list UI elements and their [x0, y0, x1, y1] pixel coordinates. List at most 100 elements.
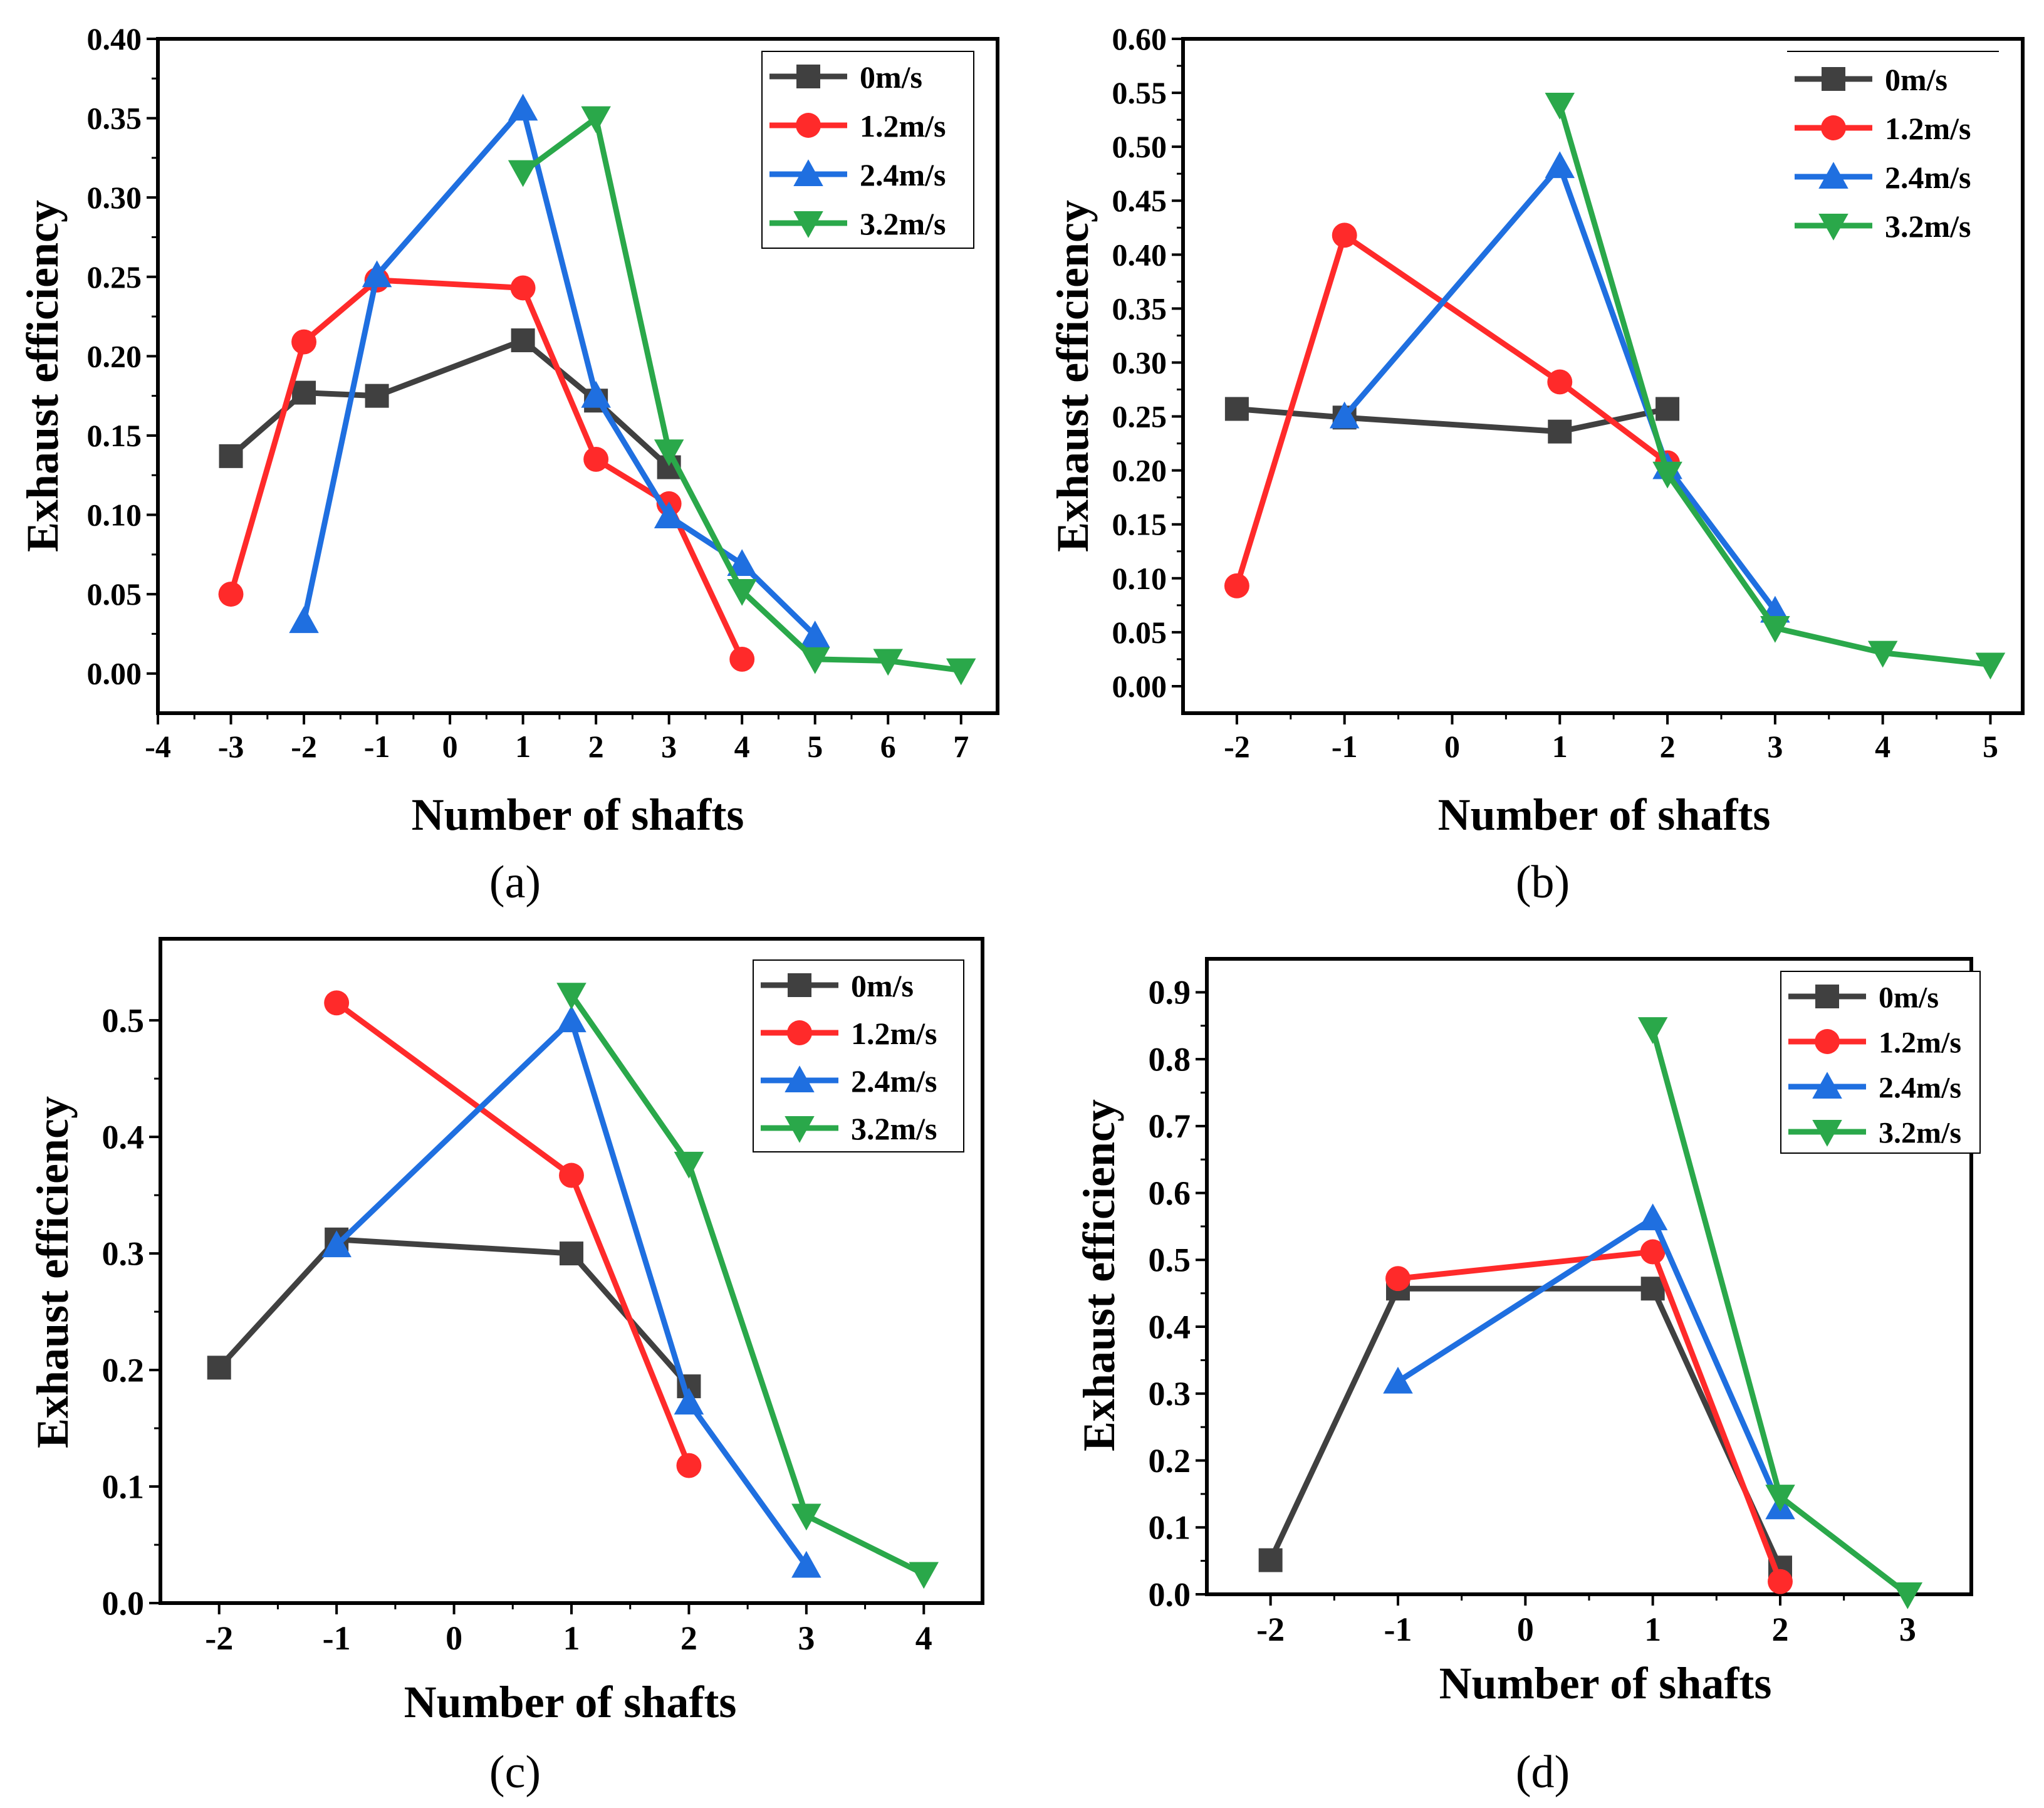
legend-item: 2.4m/s	[761, 1063, 937, 1099]
x-tick-label: -1	[364, 729, 390, 764]
y-tick-label: 0.4	[102, 1119, 145, 1156]
data-point	[1383, 1366, 1413, 1394]
legend-label: 2.4m/s	[1885, 160, 1971, 195]
data-point	[1768, 1569, 1793, 1594]
data-point	[1652, 461, 1682, 489]
x-tick-label: 0	[442, 729, 458, 764]
x-tick-label: 7	[953, 729, 969, 764]
legend-label: 2.4m/s	[851, 1063, 937, 1099]
legend-item: 2.4m/s	[1788, 1071, 1961, 1104]
series-line	[1234, 232, 1669, 587]
panel-b: -2 -1 0 1 2 3 4 5 0.00 0.05 0.10 0.15 0.20 0.25 0.30 0.…	[1048, 21, 2025, 908]
series-line	[1342, 163, 1778, 613]
x-tick-label: -1	[1332, 729, 1358, 764]
data-point	[1332, 222, 1357, 248]
y-tick-label: 0.30	[87, 180, 142, 215]
data-point	[289, 606, 319, 634]
data-point	[1548, 419, 1572, 444]
data-point	[1224, 573, 1249, 598]
y-tick-label: 0.40	[1112, 237, 1167, 272]
series-line	[335, 1017, 809, 1568]
panel-a: -4 -3 -2 -1 0 1 2 3 4 5 6 7 0.00 0.05 0.10 0.15 0.20 0.25…	[18, 21, 999, 908]
y-tick-label: 0.5	[102, 1002, 145, 1040]
legend-label: 2.4m/s	[1879, 1071, 1961, 1104]
series-3-2ms	[1637, 1017, 1923, 1609]
x-tick-label: 3	[1899, 1611, 1916, 1648]
y-tick-label: 0.55	[1112, 75, 1167, 110]
legend-item: 0m/s	[761, 968, 914, 1003]
data-point	[207, 1356, 231, 1380]
y-tick-label: 0.10	[1112, 561, 1167, 596]
series-2-4ms	[321, 1005, 821, 1578]
data-point	[559, 1163, 584, 1188]
x-tick-label: 4	[915, 1619, 932, 1657]
y-tick-label: 0.1	[102, 1468, 145, 1505]
x-tick-label: 2	[680, 1619, 697, 1657]
data-point	[654, 439, 684, 467]
data-point	[1545, 151, 1575, 179]
legend-label: 1.2m/s	[1885, 111, 1971, 146]
y-tick-label: 0.5	[1149, 1241, 1191, 1279]
data-point	[1765, 1485, 1795, 1512]
legend: 0m/s 1.2m/s 2.4m/s 3.2m/s	[1787, 51, 1999, 244]
legend-item: 2.4m/s	[769, 157, 946, 192]
legend-label: 1.2m/s	[851, 1016, 937, 1051]
x-tick-label: -4	[145, 729, 171, 764]
data-point	[674, 1151, 704, 1179]
x-tick-label: 2	[1772, 1611, 1789, 1648]
data-point	[1656, 397, 1680, 421]
series-3-2ms	[1545, 93, 2006, 680]
data-point	[946, 658, 976, 686]
plot-frame	[1181, 37, 2025, 715]
legend-item: 1.2m/s	[769, 108, 946, 144]
legend: 0m/s 1.2m/s 2.4m/s 3.2m/s	[1780, 971, 1981, 1154]
data-point	[791, 1503, 821, 1531]
legend-item: 3.2m/s	[761, 1111, 937, 1146]
x-tick-label: -2	[1224, 729, 1250, 764]
data-point	[1760, 615, 1790, 643]
legend-marker	[796, 113, 821, 138]
y-axis-title: Exhaust efficiency	[1074, 1099, 1124, 1451]
data-point	[727, 579, 757, 606]
data-point	[1640, 1239, 1666, 1265]
series-1-2ms	[1385, 1239, 1793, 1594]
x-tick-label: 1	[1644, 1611, 1661, 1648]
data-point	[873, 649, 903, 676]
data-point	[791, 1550, 821, 1578]
legend-marker	[793, 211, 823, 238]
x-tick-label: -2	[291, 729, 317, 764]
y-tick-label: 0.10	[87, 498, 142, 533]
legend-marker	[1818, 162, 1848, 189]
legend-marker	[1818, 214, 1848, 241]
y-tick-label: 0.9	[1149, 974, 1191, 1011]
panel-caption: (a)	[489, 857, 541, 908]
data-point	[654, 501, 684, 529]
data-point	[1329, 401, 1360, 429]
data-point	[1385, 1266, 1410, 1292]
legend-marker	[1812, 1120, 1842, 1147]
legend-label: 2.4m/s	[860, 157, 946, 192]
x-axis-title: Number of shafts	[412, 790, 744, 840]
y-tick-label: 0.20	[87, 338, 142, 374]
legend-label: 1.2m/s	[860, 108, 946, 144]
data-point	[800, 620, 830, 647]
plot-frame	[156, 37, 999, 715]
y-tick-label: 0.6	[1149, 1174, 1191, 1212]
data-point	[581, 380, 611, 408]
y-tick-label: 0.00	[1112, 669, 1167, 704]
data-point	[1640, 1277, 1665, 1301]
y-tick-label: 0.35	[1112, 291, 1167, 326]
x-tick-label: 1	[1552, 729, 1568, 764]
x-axis-title: Number of shafts	[1439, 1658, 1772, 1708]
data-point	[1637, 1203, 1668, 1231]
data-point	[674, 1387, 704, 1415]
x-tick-label: 0	[1517, 1611, 1534, 1648]
y-tick-label: 0.25	[87, 259, 142, 295]
y-tick-label: 0.20	[1112, 453, 1167, 488]
x-tick-label: 5	[1983, 729, 1998, 764]
data-point	[508, 93, 538, 121]
legend-label: 0m/s	[1885, 62, 1948, 97]
legend-item: 1.2m/s	[1788, 1026, 1961, 1059]
data-point	[1224, 397, 1249, 421]
